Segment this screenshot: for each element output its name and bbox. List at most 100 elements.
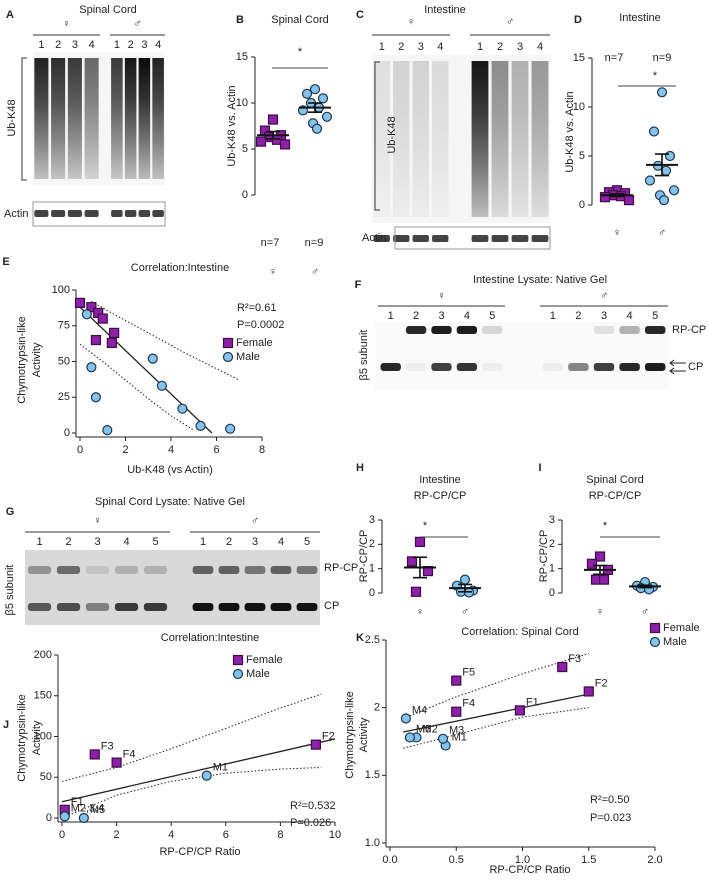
point xyxy=(437,733,449,744)
point xyxy=(222,337,234,349)
gel-band xyxy=(593,326,615,334)
lane-label: 1 xyxy=(36,536,42,548)
legend-label: Female xyxy=(663,622,700,634)
lane-smear xyxy=(432,61,449,217)
panel-letter: B xyxy=(236,14,244,26)
panel-letter: K xyxy=(356,632,364,644)
significance: * xyxy=(298,46,303,58)
x-tick-label: ♀ xyxy=(596,606,604,618)
gel-band xyxy=(542,363,564,371)
point xyxy=(267,114,279,125)
group-label: ♀ xyxy=(437,290,445,302)
gel-band xyxy=(593,363,615,371)
gel-band xyxy=(192,603,214,611)
n-label: n=9 xyxy=(653,52,672,64)
point xyxy=(311,123,323,134)
y-tick-label: 2 xyxy=(374,702,380,714)
annotation: R²=0.61 xyxy=(237,302,276,314)
point xyxy=(451,675,462,686)
legend-label: Male xyxy=(663,636,687,648)
annotation: P=0.0002 xyxy=(237,319,284,331)
x-tick-label: 10 xyxy=(329,829,341,841)
point xyxy=(147,353,158,364)
point xyxy=(156,380,167,391)
lane-label: 2 xyxy=(65,536,71,548)
point xyxy=(557,661,568,673)
y-tick-label: 1 xyxy=(549,563,555,575)
gel-band xyxy=(296,603,318,611)
point xyxy=(255,136,267,147)
gel-band xyxy=(27,603,52,611)
x-tick-label: 1.0 xyxy=(515,854,530,866)
point-label: F1 xyxy=(526,696,539,708)
lane-label: 3 xyxy=(252,536,258,548)
gel-band xyxy=(114,566,139,574)
actin-band xyxy=(84,210,99,217)
x-tick-label: 0 xyxy=(59,829,65,841)
y-tick-label: 15 xyxy=(236,51,248,63)
y-axis-label: RP-CP/CP xyxy=(538,530,550,583)
lane-smear xyxy=(34,58,49,179)
regression-line xyxy=(61,738,336,803)
gel-band xyxy=(56,603,81,611)
annotation: P=0.023 xyxy=(590,812,631,824)
point-label: M3 xyxy=(449,725,464,737)
y-tick-label: 75 xyxy=(58,320,70,332)
y-tick-label: 100 xyxy=(52,284,70,296)
gel-band xyxy=(114,603,139,611)
group-label: ♀ xyxy=(407,16,415,28)
gel-band xyxy=(644,363,666,371)
lane-label: 3 xyxy=(438,310,444,322)
point xyxy=(317,93,329,104)
lane-smear xyxy=(531,61,549,217)
gel-band xyxy=(143,566,168,574)
lane-label: 2 xyxy=(128,39,134,51)
panel-letter: E xyxy=(2,256,9,268)
y-axis-label: Activity xyxy=(31,342,43,377)
group-label: ♀ xyxy=(93,515,101,527)
point xyxy=(599,192,611,203)
significance: * xyxy=(603,520,608,532)
y-axis-label: Chymotrypsin-like xyxy=(344,691,356,778)
row-label: Actin xyxy=(4,208,28,220)
lane-label: 4 xyxy=(155,39,161,51)
x-axis-label: RP-CP/CP Ratio xyxy=(489,864,570,876)
point xyxy=(660,165,672,176)
y-tick-label: 10 xyxy=(573,101,585,113)
x-axis-label: RP-CP/CP Ratio xyxy=(159,846,240,858)
y-tick-label: 0 xyxy=(46,812,52,824)
y-axis-label: Chymotrypsin-like xyxy=(16,316,28,403)
blot-title: Spinal Cord Lysate: Native Gel xyxy=(95,496,245,508)
y-axis-label: Chymotrypsin-like xyxy=(16,694,28,781)
chart-title: Correlation:Intestine xyxy=(131,262,229,274)
panel-letter: H xyxy=(356,462,364,474)
legend-label: Female xyxy=(246,654,283,666)
x-tick-label: 4 xyxy=(168,444,174,456)
gel-band xyxy=(405,326,427,334)
y-axis-label: Ub-K48 vs. Actin xyxy=(564,91,576,172)
lane-label: 3 xyxy=(94,536,100,548)
chart-title: Correlation:Intestine xyxy=(161,632,259,644)
point xyxy=(644,175,656,186)
actin-band xyxy=(432,235,449,242)
y-tick-label: 50 xyxy=(40,771,52,783)
y-tick-label: 3 xyxy=(369,514,375,526)
lane-smear xyxy=(373,61,390,217)
y-tick-label: 0 xyxy=(64,427,70,439)
band-label: RP-CP xyxy=(672,324,706,336)
group-label: ♂ xyxy=(600,290,608,302)
x-tick-label: ♂ xyxy=(658,227,666,239)
lane-smear xyxy=(511,61,529,217)
chart-title: RP-CP/CP xyxy=(589,490,642,502)
arrow xyxy=(669,359,686,367)
y-tick-label: 2 xyxy=(549,538,555,550)
actin-band xyxy=(471,235,489,242)
gel-band xyxy=(143,603,168,611)
arrow xyxy=(669,367,686,375)
point-label: M5 xyxy=(90,804,105,816)
point xyxy=(301,88,313,99)
row-label: β5 subunit xyxy=(358,330,370,381)
point xyxy=(586,558,598,569)
point xyxy=(594,551,606,562)
